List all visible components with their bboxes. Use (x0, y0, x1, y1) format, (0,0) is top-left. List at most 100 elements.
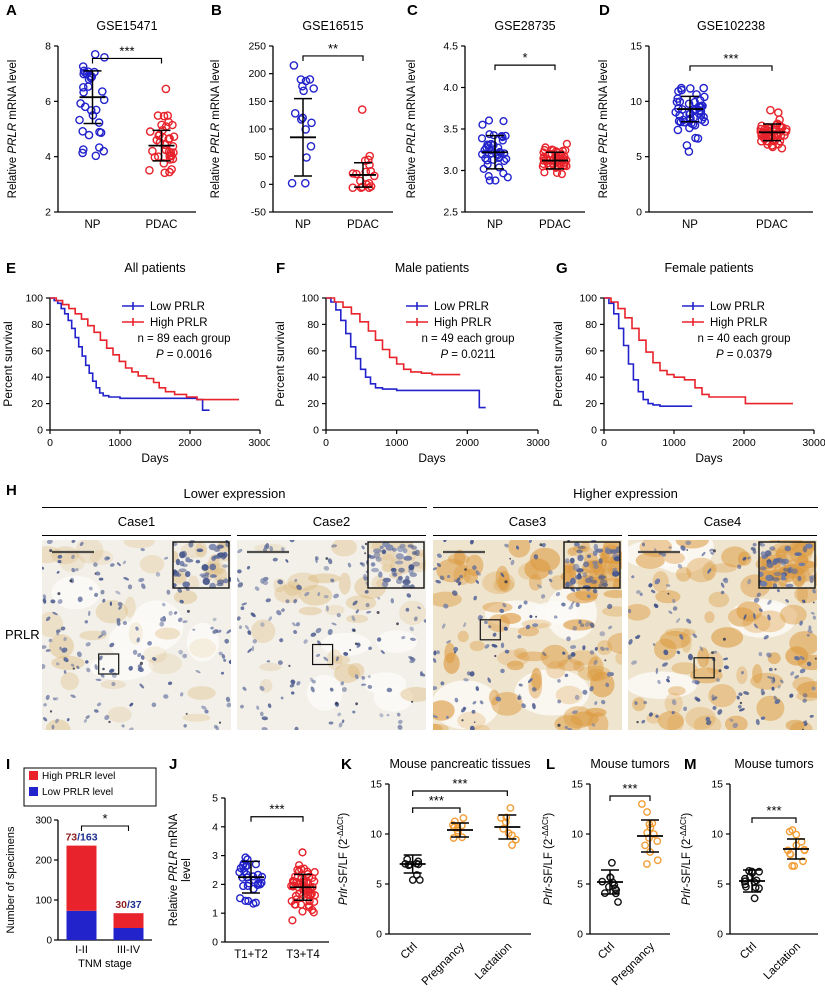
svg-text:5: 5 (577, 879, 583, 891)
svg-text:Pregnancy: Pregnancy (610, 940, 658, 988)
svg-text:20: 20 (31, 398, 43, 410)
svg-text:30/37: 30/37 (115, 899, 141, 911)
svg-text:High PRLR level: High PRLR level (42, 771, 115, 782)
svg-text:4: 4 (212, 821, 218, 833)
svg-text:P = 0.0016: P = 0.0016 (156, 349, 212, 361)
svg-text:0: 0 (37, 425, 43, 437)
svg-text:GSE102238: GSE102238 (697, 19, 765, 33)
ihc-image-case4 (628, 540, 817, 730)
svg-text:0: 0 (601, 437, 607, 449)
svg-text:All patients: All patients (124, 261, 185, 275)
svg-text:20: 20 (307, 398, 319, 410)
svg-text:15: 15 (711, 779, 723, 791)
svg-text:2000: 2000 (456, 437, 480, 449)
svg-text:Lactation: Lactation (473, 941, 514, 982)
chart-mouse-pancreatic: Mouse pancreatic tissues 0 5 10 15 Prlr-SF/LF… (336, 757, 531, 988)
svg-text:Percent survival: Percent survival (551, 321, 565, 406)
svg-text:2.5: 2.5 (443, 207, 458, 219)
svg-text:Percent survival: Percent survival (273, 321, 287, 406)
svg-text:1000: 1000 (385, 437, 409, 449)
svg-text:NP: NP (487, 219, 503, 231)
svg-text:T3+T4: T3+T4 (286, 949, 320, 961)
svg-text:n = 89 each group: n = 89 each group (137, 333, 230, 345)
svg-text:0: 0 (260, 179, 266, 191)
svg-text:High PRLR: High PRLR (150, 317, 208, 329)
svg-text:***: *** (766, 803, 781, 818)
svg-text:3.5: 3.5 (443, 124, 458, 136)
svg-text:0: 0 (47, 437, 53, 449)
panel-letter-e: E (6, 260, 17, 277)
svg-text:5: 5 (636, 151, 642, 163)
svg-text:6: 6 (45, 96, 51, 108)
svg-text:3.0: 3.0 (443, 165, 458, 177)
svg-text:2000: 2000 (178, 437, 202, 449)
svg-text:5: 5 (212, 793, 218, 805)
svg-text:NP: NP (295, 219, 311, 231)
chart-gse16515: GSE16515 -50 0 50 100 150 200 250 Relative PRLR … (210, 19, 393, 231)
svg-text:Low PRLR level: Low PRLR level (42, 787, 113, 798)
panel-letter-c: C (407, 2, 418, 19)
panel-letter-k: K (341, 756, 352, 773)
svg-text:TNM stage: TNM stage (78, 958, 132, 970)
svg-text:Pregnancy: Pregnancy (420, 940, 468, 988)
svg-text:Mouse tumors: Mouse tumors (590, 757, 669, 771)
svg-text:1000: 1000 (108, 437, 132, 449)
svg-text:0: 0 (717, 929, 723, 941)
svg-text:0: 0 (46, 936, 52, 947)
svg-text:3000: 3000 (526, 437, 550, 449)
svg-text:***: *** (622, 781, 637, 796)
chart-mouse-tumors-lactation: Mouse tumors 0 5 10 15 Prlr-SF/LF (2-ΔΔCt) Ctr… (679, 757, 818, 982)
svg-text:10: 10 (630, 96, 642, 108)
svg-text:5: 5 (717, 879, 723, 891)
svg-text:40: 40 (307, 372, 319, 384)
svg-text:100: 100 (301, 293, 319, 305)
panel-letter-d: D (599, 2, 610, 19)
panel-letter-j: J (169, 756, 178, 773)
svg-text:5: 5 (376, 879, 382, 891)
svg-text:Days: Days (695, 451, 722, 465)
svg-text:0: 0 (376, 929, 382, 941)
svg-text:15: 15 (630, 41, 642, 53)
svg-text:level: level (181, 858, 193, 882)
svg-text:High PRLR: High PRLR (434, 317, 492, 329)
svg-text:***: *** (429, 793, 444, 808)
svg-text:-50: -50 (251, 207, 266, 219)
svg-text:150: 150 (248, 96, 266, 108)
svg-text:n = 49 each group: n = 49 each group (421, 333, 514, 345)
svg-text:0: 0 (313, 425, 319, 437)
svg-text:250: 250 (248, 41, 266, 53)
panel-letter-m: M (684, 756, 697, 773)
chart-gse102238: GSE102238 0 5 10 15 Relative PRLR mRNA level N… (598, 19, 813, 231)
svg-text:Percent survival: Percent survival (1, 321, 15, 406)
svg-text:100: 100 (25, 293, 43, 305)
svg-text:2: 2 (45, 207, 51, 219)
panel-letter-a: A (6, 2, 17, 19)
svg-text:High PRLR: High PRLR (710, 317, 768, 329)
svg-text:0: 0 (636, 207, 642, 219)
svg-text:Ctrl: Ctrl (738, 941, 759, 962)
svg-text:200: 200 (35, 856, 52, 867)
svg-text:0: 0 (591, 425, 597, 437)
svg-text:73/163: 73/163 (65, 832, 97, 844)
svg-text:1: 1 (212, 908, 218, 920)
svg-text:0: 0 (212, 937, 218, 949)
svg-text:60: 60 (307, 345, 319, 357)
svg-text:Mouse tumors: Mouse tumors (734, 757, 813, 771)
case3-label: Case3 (433, 514, 622, 536)
panel-letter-g: G (556, 260, 568, 277)
svg-text:50: 50 (254, 151, 266, 163)
svg-text:Male patients: Male patients (395, 261, 469, 275)
svg-text:PDAC: PDAC (146, 219, 178, 231)
svg-text:Relative PRLR mRNA level: Relative PRLR mRNA level (7, 60, 19, 199)
chart-tnm-stacked-bar: High PRLR level Low PRLR level 0 100 200 300 N… (5, 767, 157, 970)
svg-text:***: *** (119, 43, 134, 58)
case2-label: Case2 (237, 514, 426, 536)
group-header-higher-expression: Higher expression (433, 486, 818, 508)
group-header-lower-expression: Lower expression (42, 486, 427, 508)
svg-text:*: * (102, 811, 107, 826)
svg-text:PDAC: PDAC (756, 219, 788, 231)
svg-text:NP: NP (85, 219, 101, 231)
